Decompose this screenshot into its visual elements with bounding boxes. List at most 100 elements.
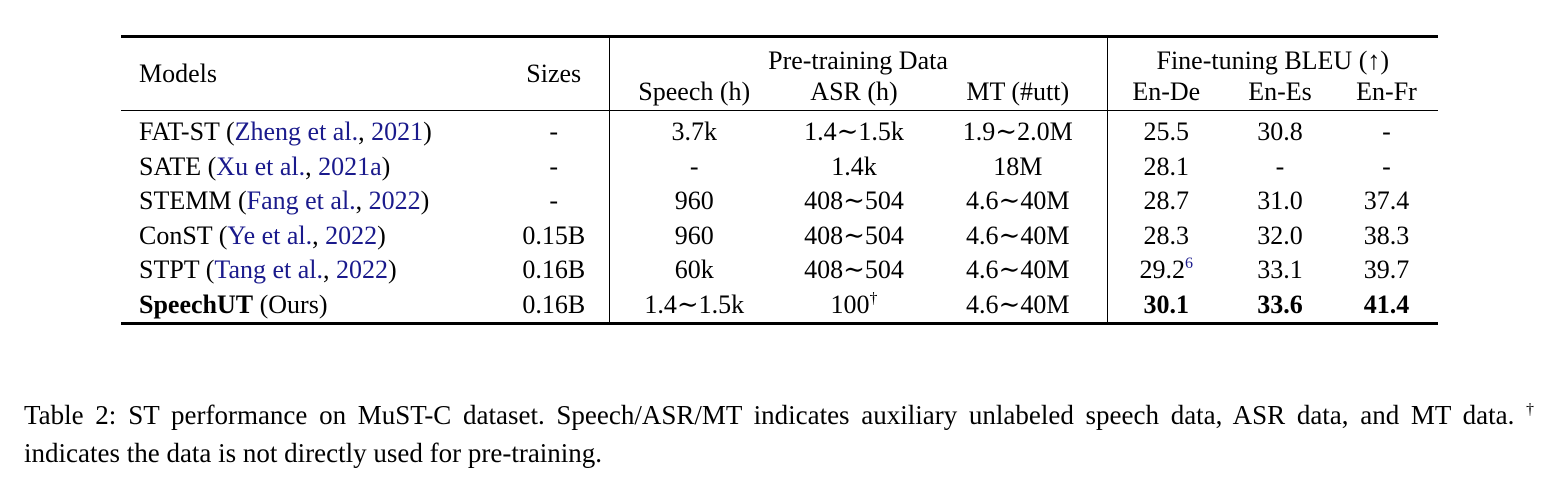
- en-de-value: 28.1: [1143, 151, 1190, 181]
- mt-cell: 18M: [929, 149, 1108, 184]
- cite-open: (: [205, 255, 215, 285]
- mt-cell: 4.6∼40M: [929, 253, 1108, 288]
- size-cell: 0.16B: [499, 253, 610, 288]
- cite-close: ): [381, 151, 391, 181]
- citation[interactable]: (Zheng et al., 2021): [226, 117, 432, 146]
- caption-label: Table 2:: [24, 400, 117, 430]
- model-cell: SATE (Xu et al., 2021a): [121, 150, 499, 185]
- model-cell: ConST (Ye et al., 2022): [121, 219, 499, 254]
- size-cell: 0.15B: [499, 218, 610, 253]
- cite-open: (: [237, 186, 247, 216]
- en-de-cell: 28.7: [1107, 184, 1225, 219]
- size-cell: -: [499, 184, 610, 219]
- cite-authors-link[interactable]: Tang et al.: [214, 255, 324, 285]
- en-fr-cell: 37.4: [1363, 186, 1410, 216]
- cite-sep: ,: [305, 151, 319, 181]
- header-speech: Speech (h): [638, 77, 751, 106]
- size-cell: -: [499, 111, 610, 150]
- mid-rule: [121, 110, 1438, 111]
- caption-text-2: indicates the data is not directly used …: [24, 438, 603, 468]
- table-row: FAT-ST (Zheng et al., 2021) -3.7k 1.4∼1.5k…: [121, 111, 1438, 150]
- header-row-2: Speech (h) ASR (h) MT (#utt) En-De En-Es…: [121, 74, 1438, 111]
- header-models: Models: [139, 59, 217, 88]
- cite-close: ): [388, 255, 397, 285]
- table-row: STEMM (Fang et al., 2022) -960 408∼504 4.6∼…: [121, 184, 1438, 219]
- citation[interactable]: (Fang et al., 2022): [238, 186, 429, 215]
- cite-open: (: [218, 220, 228, 250]
- model-name: FAT-ST: [139, 117, 220, 147]
- header-finetuning-bleu: Fine-tuning BLEU (↑): [1156, 46, 1390, 75]
- mt-cell: 4.6∼40M: [929, 184, 1108, 219]
- en-es-cell: 33.1: [1257, 255, 1303, 285]
- speech-cell: -: [689, 151, 699, 181]
- cite-year-link[interactable]: 2021a: [318, 151, 382, 181]
- dagger-mark: †: [869, 289, 878, 307]
- en-es-cell: 30.8: [1257, 117, 1303, 147]
- cite-sep: ,: [358, 117, 372, 147]
- speech-cell: 3.7k: [671, 117, 718, 147]
- header-pretraining-data: Pre-training Data: [609, 38, 1108, 74]
- header-mt: MT (#utt): [929, 74, 1108, 111]
- citation[interactable]: (Xu et al., 2021a): [208, 152, 391, 181]
- header-en-es: En-Es: [1248, 77, 1312, 106]
- speech-cell: 60k: [674, 255, 714, 285]
- header-row-1: Models Sizes Pre-training Data Fine-tuni…: [121, 38, 1438, 111]
- en-fr-cell: 41.4: [1363, 289, 1410, 319]
- cite-authors-link[interactable]: Ye et al.: [227, 220, 313, 250]
- en-de-cell: 29.26: [1107, 253, 1225, 288]
- asr-cell: 1.4k: [831, 151, 877, 181]
- en-es-cell: 31.0: [1257, 186, 1303, 216]
- results-table-container: Models Sizes Pre-training Data Fine-tuni…: [121, 35, 1438, 326]
- footnote-mark[interactable]: 6: [1185, 255, 1193, 273]
- en-es-cell: -: [1275, 151, 1285, 181]
- en-de-cell: 25.5: [1107, 111, 1225, 150]
- en-de-value: 25.5: [1143, 117, 1190, 147]
- model-name: SpeechUT: [139, 289, 254, 319]
- model-name: ConST: [139, 220, 213, 250]
- asr-cell: 1.4∼1.5k: [804, 117, 904, 147]
- citation[interactable]: (Ye et al., 2022): [219, 221, 386, 250]
- table-row: STPT (Tang et al., 2022) 0.16B 60k 408∼504 4…: [121, 253, 1438, 288]
- header-sizes: Sizes: [499, 38, 610, 111]
- model-name: STEMM: [139, 186, 232, 216]
- citation[interactable]: (Tang et al., 2022): [206, 255, 397, 284]
- mt-cell: 4.6∼40M: [929, 218, 1108, 253]
- table-row: SATE (Xu et al., 2021a) - -1.4k 18M 28.1- -: [121, 149, 1438, 185]
- model-cell: SpeechUT (Ours): [121, 288, 499, 324]
- en-de-cell: 30.1: [1143, 289, 1190, 319]
- header-en-fr: En-Fr: [1356, 77, 1417, 106]
- caption-dagger: †: [1526, 401, 1535, 418]
- en-es-cell: 33.6: [1257, 289, 1303, 319]
- model-cell: FAT-ST (Zheng et al., 2021): [121, 111, 499, 150]
- en-de-cell: 28.1: [1107, 150, 1225, 185]
- cite-open: (: [207, 151, 217, 181]
- bottom-rule: [121, 322, 1438, 326]
- size-cell: 0.16B: [499, 287, 610, 324]
- en-es-cell: 32.0: [1257, 220, 1303, 250]
- model-suffix: (Ours): [259, 289, 328, 319]
- model-cell: STPT (Tang et al., 2022): [121, 253, 499, 288]
- en-fr-cell: 38.3: [1363, 220, 1410, 250]
- en-fr-cell: 39.7: [1363, 255, 1410, 285]
- header-asr: ASR (h): [810, 77, 898, 106]
- en-de-value: 29.2: [1139, 255, 1186, 285]
- en-fr-cell: -: [1382, 151, 1391, 181]
- model-cell: STEMM (Fang et al., 2022): [121, 184, 499, 219]
- cite-close: ): [420, 186, 430, 216]
- cite-sep: ,: [312, 220, 326, 250]
- cite-open: (: [225, 117, 235, 147]
- asr-cell: 100†: [779, 288, 929, 324]
- cite-sep: ,: [323, 255, 337, 285]
- cite-year-link[interactable]: 2022: [336, 255, 389, 285]
- cite-year-link[interactable]: 2022: [325, 220, 378, 250]
- cite-authors-link[interactable]: Xu et al.: [216, 151, 306, 181]
- asr-cell: 408∼504: [804, 186, 904, 216]
- cite-year-link[interactable]: 2021: [371, 117, 424, 147]
- en-de-value: 28.7: [1143, 186, 1190, 216]
- cite-year-link[interactable]: 2022: [368, 186, 421, 216]
- cite-authors-link[interactable]: Zheng et al.: [234, 117, 359, 147]
- cite-authors-link[interactable]: Fang et al.: [246, 186, 356, 216]
- mt-cell: 1.9∼2.0M: [929, 111, 1108, 150]
- asr-cell: 408∼504: [804, 220, 904, 250]
- speech-cell: 960: [674, 220, 714, 250]
